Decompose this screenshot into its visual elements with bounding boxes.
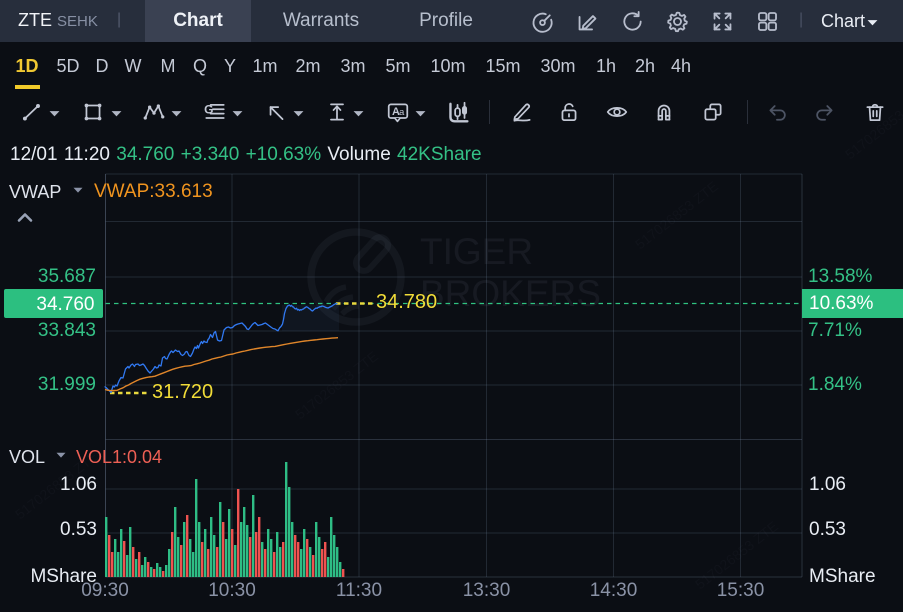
svg-text:TIGER: TIGER <box>420 231 533 272</box>
svg-text:517026853 ZTE: 517026853 ZTE <box>632 178 721 252</box>
svg-text:G: G <box>204 103 213 117</box>
svg-text:a: a <box>399 107 405 117</box>
svg-text:A: A <box>392 106 400 118</box>
svg-text:BROKERS: BROKERS <box>420 273 601 314</box>
